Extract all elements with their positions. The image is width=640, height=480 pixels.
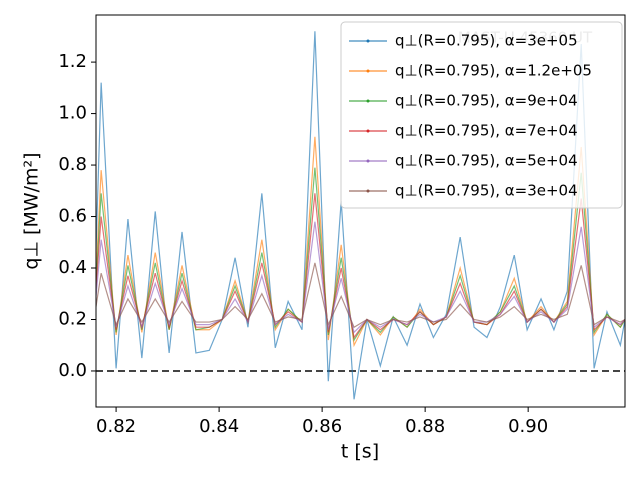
legend-label: q⊥(R=0.795), α=3e+04 bbox=[395, 182, 578, 200]
x-tick-label: 0.84 bbox=[199, 416, 239, 437]
x-axis-label: t [s] bbox=[341, 441, 379, 463]
legend-marker bbox=[366, 69, 370, 73]
y-tick-label: 0.6 bbox=[58, 206, 87, 227]
y-tick-label: 0.8 bbox=[58, 154, 87, 175]
y-tick-label: 0.2 bbox=[58, 308, 87, 329]
legend-marker bbox=[366, 129, 370, 133]
series-line bbox=[96, 193, 625, 340]
x-tick-label: 0.90 bbox=[508, 416, 548, 437]
legend-label: q⊥(R=0.795), α=3e+05 bbox=[395, 32, 578, 50]
x-tick-label: 0.88 bbox=[405, 416, 445, 437]
y-tick-label: 1.2 bbox=[58, 51, 87, 72]
x-tick-label: 0.86 bbox=[302, 416, 342, 437]
legend-label: q⊥(R=0.795), α=5e+04 bbox=[395, 152, 578, 170]
series-line bbox=[96, 31, 625, 400]
series-line bbox=[96, 262, 625, 329]
legend-marker bbox=[366, 99, 370, 103]
plot-area bbox=[96, 31, 625, 400]
legend-label: q⊥(R=0.795), α=7e+04 bbox=[395, 122, 578, 140]
x-tick-label: 0.82 bbox=[96, 416, 136, 437]
legend-marker bbox=[366, 189, 370, 193]
y-tick-label: 0.4 bbox=[58, 257, 87, 278]
y-tick-label: 0.0 bbox=[58, 360, 87, 381]
y-axis-label: q⊥ [MW/m²] bbox=[21, 152, 43, 269]
legend-label: q⊥(R=0.795), α=1.2e+05 bbox=[395, 62, 592, 80]
legend-box bbox=[340, 21, 623, 209]
series-line bbox=[96, 221, 625, 334]
y-tick-label: 1.0 bbox=[58, 103, 87, 124]
series-line bbox=[96, 136, 625, 348]
legend-marker bbox=[366, 39, 370, 43]
axes-frame bbox=[95, 14, 626, 408]
legend-marker bbox=[366, 159, 370, 163]
legend-label: q⊥(R=0.795), α=9e+04 bbox=[395, 92, 578, 110]
